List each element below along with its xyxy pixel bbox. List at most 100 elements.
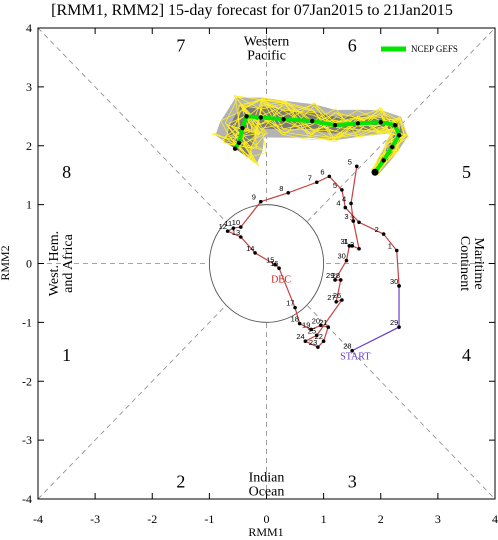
y-tick-label: 0 <box>26 257 32 271</box>
observed-point-label: 24 <box>296 332 304 341</box>
observed-point-label: 29 <box>326 271 334 280</box>
ensemble-members <box>211 94 409 176</box>
observed-point-label: 2 <box>350 240 354 249</box>
phase-number-6: 6 <box>348 36 357 56</box>
forecast-mean-line <box>232 114 402 176</box>
observed-point-label: 23 <box>309 338 317 347</box>
observed-point <box>333 278 337 282</box>
forecast-point <box>371 168 379 176</box>
observed-point-label: 18 <box>291 315 299 324</box>
x-tick-label: 0 <box>264 512 270 526</box>
observed-point <box>297 321 302 326</box>
observed-point <box>238 225 243 229</box>
x-tick-label: 3 <box>435 512 441 526</box>
phase-number-5: 5 <box>462 162 471 182</box>
region-label: Indian Ocean <box>249 470 285 499</box>
observed-point <box>277 266 281 271</box>
observed-point-label: 14 <box>246 244 254 253</box>
y-axis-label: RMM2 <box>0 245 12 280</box>
observed-point <box>397 284 401 288</box>
observed-point-label: 29 <box>390 318 398 327</box>
observed-point <box>318 323 323 328</box>
observed-point <box>286 191 291 195</box>
observed-point <box>326 325 330 329</box>
observed-point <box>316 345 320 349</box>
legend-entry-ncep-gefs: NCEP GEFS <box>411 44 458 54</box>
observed-point-label: 8 <box>279 184 283 193</box>
observed-point <box>357 220 361 225</box>
observed-point <box>350 244 354 248</box>
observed-point <box>343 205 348 210</box>
observed-point <box>293 305 297 310</box>
observed-point-label: 17 <box>286 299 294 308</box>
x-tick-label: 4 <box>492 512 498 526</box>
observed-point-label: 19 <box>302 320 310 329</box>
observed-point-label: 13 <box>232 228 240 237</box>
observed-point-label: 27 <box>327 293 335 302</box>
unit-circle <box>208 204 325 323</box>
forecast-point <box>310 118 315 124</box>
observed-point <box>303 339 308 344</box>
forecast-point <box>392 122 398 128</box>
forecast-point <box>355 121 361 126</box>
observed-point <box>340 298 344 302</box>
observed-point-label: 9 <box>252 193 256 202</box>
observed-point-label: 11 <box>224 219 232 228</box>
observed-point-label: 5 <box>333 181 337 190</box>
y-tick-label: 4 <box>26 21 32 35</box>
forecast-point <box>258 115 263 120</box>
observed-point-label: 1 <box>388 242 392 251</box>
observed-point-label: 4 <box>342 194 346 203</box>
phase-number-4: 4 <box>462 345 471 365</box>
ensemble-member-line <box>221 115 392 171</box>
observed-point <box>258 199 263 204</box>
phase-number-8: 8 <box>62 162 71 182</box>
y-tick-label: -4 <box>22 492 32 506</box>
observed-point-label: 21 <box>319 318 327 327</box>
observed-point-label: 16 <box>270 259 278 268</box>
observed-point <box>253 251 257 255</box>
phase-number-1: 1 <box>62 345 71 365</box>
forecast-point <box>381 158 386 163</box>
observed-point-label: 1 <box>343 237 347 246</box>
observed-point-label: 26 <box>333 291 341 300</box>
start-label: START <box>340 352 370 363</box>
observed-point-label: 3 <box>344 212 348 221</box>
observed-point <box>397 325 401 329</box>
observed-point-label: 30 <box>390 277 398 286</box>
dec-label: DEC <box>271 275 291 286</box>
forecast-point <box>244 114 249 119</box>
phase-number-2: 2 <box>176 471 185 491</box>
observed-point-label: 2 <box>375 225 379 234</box>
y-tick-label: 3 <box>26 80 32 94</box>
x-tick-label: -3 <box>90 512 100 526</box>
region-label: MaritimeContinent <box>457 236 486 291</box>
observed-point <box>273 262 277 267</box>
x-tick-label: -2 <box>147 512 157 526</box>
y-tick-label: -1 <box>22 315 32 329</box>
observed-point <box>334 299 338 304</box>
region-label: West. Hem.and Africa <box>47 231 76 296</box>
observed-point-label: 10 <box>232 218 240 227</box>
legend: NCEP GEFS <box>381 44 458 54</box>
chart-title: [RMM1, RMM2] 15-day forecast for 07Jan20… <box>51 2 453 19</box>
forecast-point <box>332 122 338 128</box>
observed-point-label: 25 <box>308 326 316 335</box>
forecast-point <box>232 146 238 151</box>
observed-point-label: 22 <box>315 332 323 341</box>
observed-point-label: 20 <box>312 316 320 325</box>
region-label: Western Pacific <box>244 35 290 64</box>
ensemble-member-line <box>211 101 409 171</box>
observed-point-label: 5 <box>348 157 352 166</box>
forecast-point <box>236 140 242 146</box>
phase-number-3: 3 <box>348 471 357 491</box>
x-tick-label: -1 <box>204 512 214 526</box>
y-tick-label: 1 <box>26 198 32 212</box>
y-tick-label: 2 <box>26 139 32 153</box>
ensemble-member-line <box>225 98 398 172</box>
observed-point <box>344 258 349 263</box>
observed-point <box>350 348 354 353</box>
